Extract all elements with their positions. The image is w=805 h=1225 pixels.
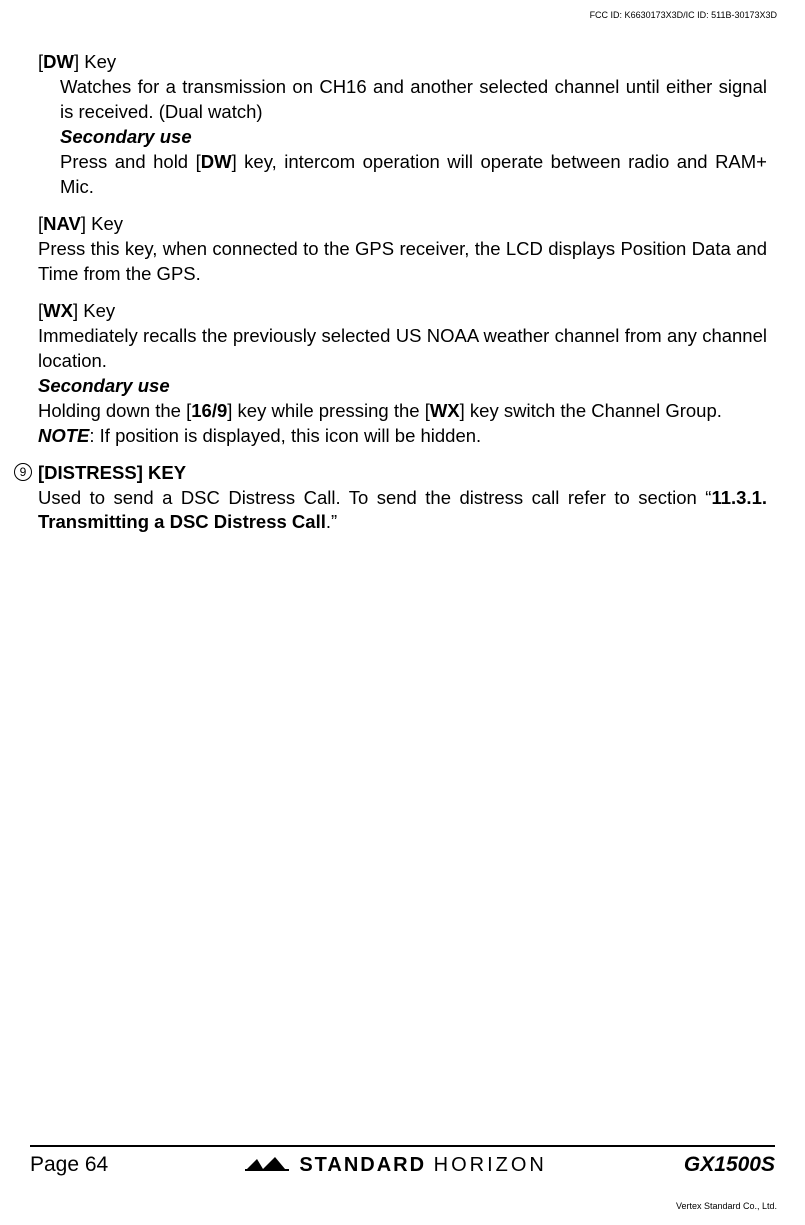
text: Press and hold [ [60, 151, 201, 172]
brand-sub: HORIZON [434, 1154, 547, 1176]
bracket: ] Key [74, 51, 116, 72]
text: : If position is displayed, this icon wi… [89, 425, 481, 446]
distress-section: 9 [DISTRESS] KEY Used to send a DSC Dist… [38, 461, 767, 536]
footer-rule [30, 1145, 775, 1147]
dw-body2: Press and hold [DW] key, intercom operat… [60, 150, 767, 200]
wx-body2: Holding down the [16/9] key while pressi… [38, 399, 767, 424]
note-label: NOTE [38, 425, 89, 446]
text: ] key switch the Chan­nel Group. [460, 400, 722, 421]
brand-logo: STANDARD HORIZON [245, 1154, 547, 1177]
text: ] key while pressing the [ [227, 400, 430, 421]
brand-main: STANDARD [299, 1154, 426, 1176]
page-footer: Page 64 STANDARD HORIZON GX1500S [30, 1145, 775, 1177]
dw-body1: Watches for a transmission on CH16 and a… [60, 75, 767, 125]
dw-title: [DW] Key [38, 50, 767, 75]
wx-key-label: WX [430, 400, 460, 421]
item-marker-9: 9 [14, 463, 32, 481]
wx-note: NOTE: If position is displayed, this ico… [38, 424, 767, 449]
text: Used to send a DSC Distress Call. To sen… [38, 487, 711, 508]
text: Holding down the [ [38, 400, 191, 421]
wx-title: [WX] Key [38, 299, 767, 324]
bracket: ] Key [73, 300, 115, 321]
page-number: Page 64 [30, 1153, 108, 1177]
secondary-use-label: Secondary use [38, 374, 767, 399]
model-number: GX1500S [684, 1153, 775, 1177]
nav-title: [NAV] Key [38, 212, 767, 237]
text: .” [326, 511, 337, 532]
fcc-id-header: FCC ID: K6630173X3D/IC ID: 511B-30173X3D [590, 10, 777, 20]
dw-section: [DW] Key Watches for a transmission on C… [38, 50, 767, 200]
secondary-use-label: Secondary use [60, 125, 767, 150]
dw-key-label: DW [43, 51, 74, 72]
wx-key-label: WX [43, 300, 73, 321]
company-credit: Vertex Standard Co., Ltd. [676, 1201, 777, 1211]
nav-section: [NAV] Key Press this key, when connected… [38, 212, 767, 287]
nav-key-label: NAV [43, 213, 81, 234]
wx-section: [WX] Key Immediately recalls the previou… [38, 299, 767, 449]
bracket: ] KEY [137, 462, 186, 483]
brand-text: STANDARD HORIZON [299, 1154, 547, 1177]
distress-key-label: DISTRESS [44, 462, 137, 483]
nav-body: Press this key, when connected to the GP… [38, 237, 767, 287]
wx-body1: Immediately recalls the previously selec… [38, 324, 767, 374]
dw-key-label: DW [201, 151, 232, 172]
distress-body: Used to send a DSC Distress Call. To sen… [38, 486, 767, 536]
page-content: [DW] Key Watches for a transmission on C… [38, 50, 767, 547]
key-169: 16/9 [191, 400, 227, 421]
standard-horizon-icon [245, 1155, 289, 1175]
bracket: ] Key [81, 213, 123, 234]
distress-title: [DISTRESS] KEY [38, 461, 767, 486]
